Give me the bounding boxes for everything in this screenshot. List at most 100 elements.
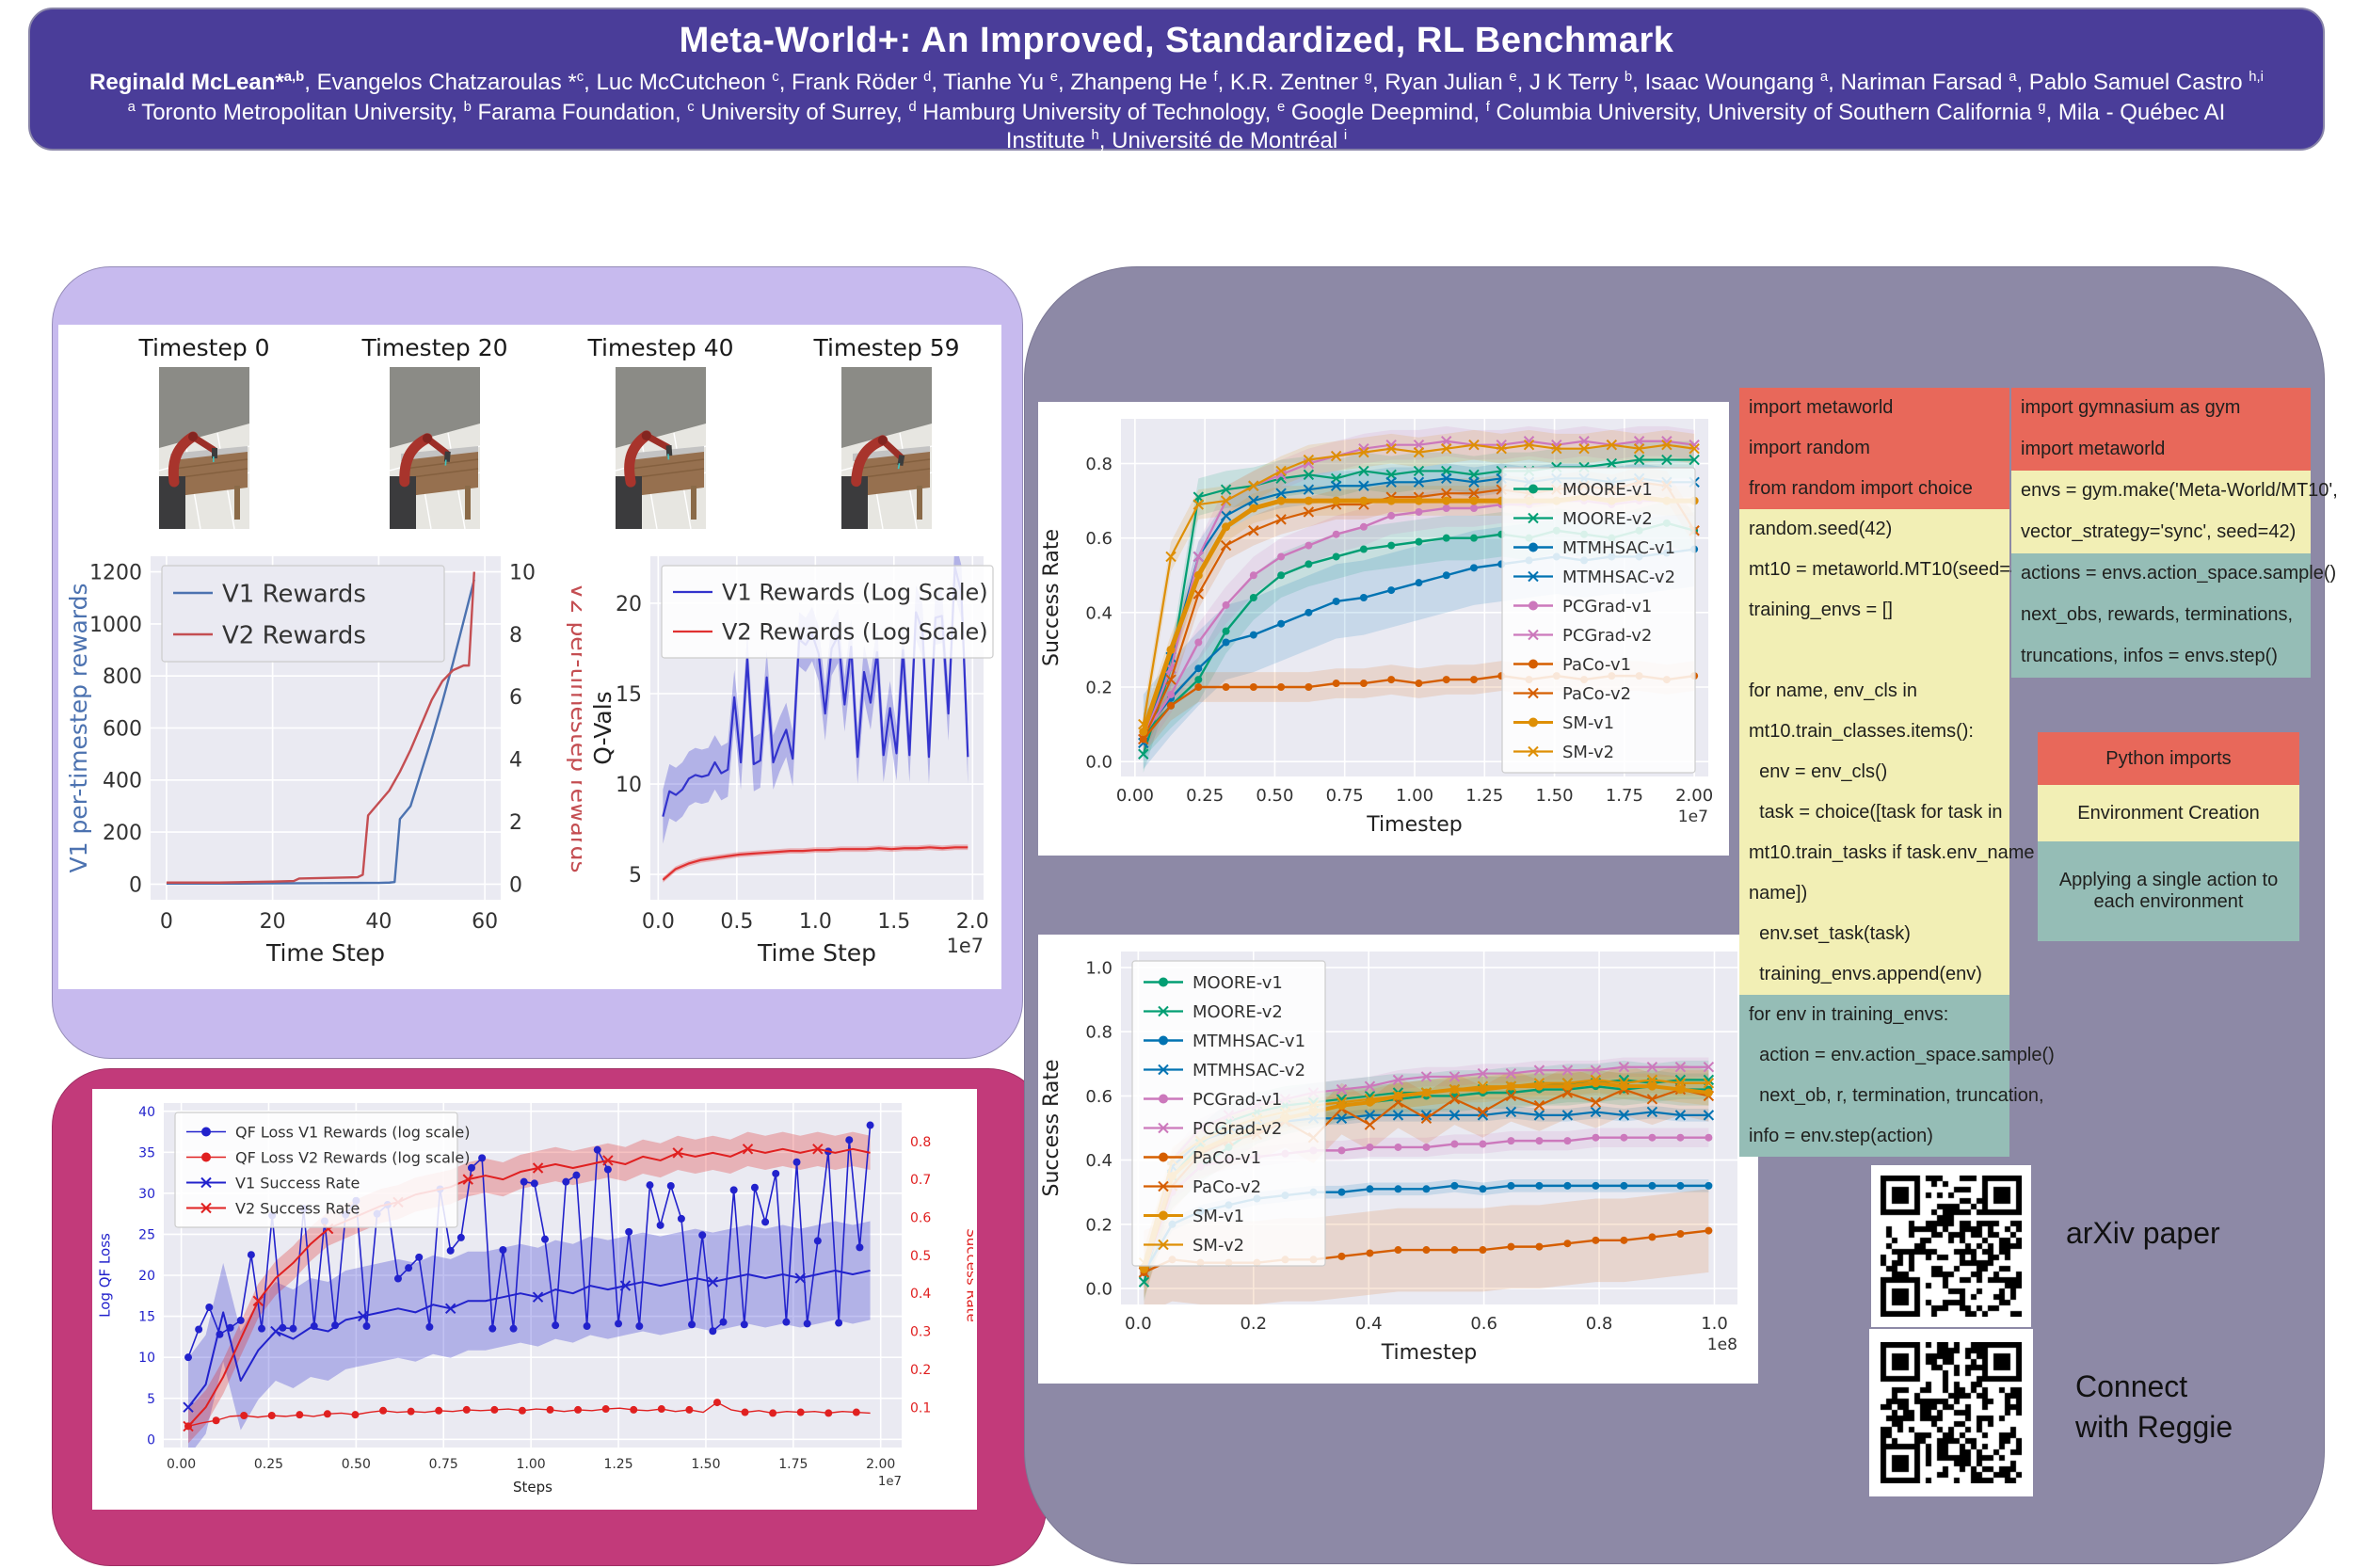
author-text: , J K Terry (1516, 70, 1625, 95)
svg-text:0.0: 0.0 (1085, 1279, 1112, 1299)
affiliations-line: a Toronto Metropolitan University, b Far… (87, 99, 2266, 155)
svg-text:MTMHSAC-v2: MTMHSAC-v2 (1193, 1061, 1305, 1080)
svg-text:200: 200 (103, 822, 142, 845)
code-column-single-env: import metaworld import random from random… (1739, 388, 2061, 1157)
svg-text:15: 15 (616, 683, 642, 707)
svg-text:1e8: 1e8 (1707, 1336, 1737, 1354)
svg-text:V2 Rewards (Log Scale): V2 Rewards (Log Scale) (722, 619, 988, 646)
svg-text:8: 8 (509, 624, 522, 648)
svg-text:1e7: 1e7 (1678, 808, 1708, 826)
svg-text:30: 30 (138, 1187, 155, 1202)
svg-text:0.2: 0.2 (1240, 1314, 1267, 1334)
header: Meta-World+: An Improved, Standardized, … (28, 8, 2325, 153)
code-section: for env in training_envs: action = env.a… (1739, 995, 2055, 1157)
author-text: , Nariman Farsad (1828, 70, 2009, 95)
svg-text:PaCo-v1: PaCo-v1 (1562, 655, 1631, 675)
svg-text:MOORE-v1: MOORE-v1 (1562, 480, 1653, 500)
svg-text:SM-v1: SM-v1 (1193, 1207, 1244, 1226)
qr-pattern (1881, 1342, 2022, 1483)
code-section: import metaworld import random from random… (1739, 388, 2009, 509)
svg-text:V2 per-timestep rewards: V2 per-timestep rewards (566, 583, 582, 872)
author-text: Farama Foundation, (471, 100, 688, 125)
svg-text:Time Step: Time Step (265, 939, 385, 967)
author-text: , Mila - Québec AI Institute (1005, 100, 2226, 153)
svg-text:PCGrad-v2: PCGrad-v2 (1562, 626, 1652, 646)
svg-text:V1 Success Rate: V1 Success Rate (235, 1174, 360, 1192)
svg-text:V1 Rewards: V1 Rewards (222, 580, 366, 608)
svg-text:10: 10 (509, 562, 536, 585)
svg-text:MOORE-v2: MOORE-v2 (1562, 509, 1653, 529)
svg-text:MOORE-v1: MOORE-v1 (1193, 973, 1283, 993)
code-line: truncations, infos = envs.step() (2021, 646, 2278, 666)
code-column-vector-env: import gymnasium as gym import metaworld e… (2011, 388, 2338, 678)
svg-text:MTMHSAC-v2: MTMHSAC-v2 (1562, 568, 1675, 587)
svg-text:1e7: 1e7 (947, 935, 984, 957)
author-text: Google Deepmind, (1285, 100, 1486, 125)
code-line (1739, 631, 2009, 671)
svg-text:QF Loss V1 Rewards (log scale): QF Loss V1 Rewards (log scale) (235, 1123, 470, 1141)
svg-text:1.0: 1.0 (1085, 959, 1112, 979)
svg-text:0: 0 (160, 910, 173, 934)
svg-text:1.50: 1.50 (1536, 786, 1574, 806)
timestep-label: Timestep 20 (361, 334, 508, 361)
svg-text:PaCo-v1: PaCo-v1 (1193, 1148, 1261, 1168)
author-text: Toronto Metropolitan University, (135, 100, 464, 125)
author-text: , Evangelos Chatzaroulas * (304, 70, 577, 95)
svg-text:0.8: 0.8 (910, 1135, 931, 1150)
svg-text:0.0: 0.0 (1125, 1314, 1152, 1334)
connect-label-line1: Connect (2075, 1369, 2188, 1403)
svg-text:0: 0 (509, 873, 522, 897)
author-superscript: g (2038, 100, 2046, 115)
svg-text:1e7: 1e7 (878, 1475, 902, 1489)
code-section: random.seed(42) mt10 = metaworld.MT10(see… (1739, 509, 2061, 995)
author-text: , Pablo Samuel Castro (2016, 70, 2249, 95)
code-line: import metaworld (1749, 397, 1894, 418)
svg-text:0.50: 0.50 (1256, 786, 1293, 806)
svg-text:6: 6 (509, 686, 522, 710)
svg-text:1.50: 1.50 (691, 1457, 720, 1472)
author-superscript: h,i (2249, 70, 2264, 85)
svg-text:1.25: 1.25 (603, 1457, 632, 1472)
author-text: , Luc McCutcheon (584, 70, 773, 95)
author-superscript: h (1091, 128, 1099, 143)
code-line: actions = envs.action_space.sample() (2021, 563, 2337, 584)
qr-connect-code (1869, 1329, 2033, 1496)
author-superscript: g (1364, 70, 1372, 85)
svg-text:SM-v1: SM-v1 (1562, 713, 1614, 733)
authors-line: Reginald McLean*a,b, Evangelos Chatzarou… (68, 69, 2285, 97)
robot-image (615, 367, 707, 530)
svg-text:4: 4 (509, 749, 522, 773)
timestep-label: Timestep 40 (587, 334, 734, 361)
svg-text:0.75: 0.75 (1326, 786, 1364, 806)
svg-text:10: 10 (616, 774, 642, 797)
svg-text:0.0: 0.0 (1085, 753, 1112, 773)
svg-text:0.6: 0.6 (1470, 1314, 1497, 1334)
qr-pattern (1881, 1176, 2022, 1317)
svg-text:Timestep: Timestep (1366, 813, 1462, 837)
svg-text:QF Loss V2 Rewards (log scale): QF Loss V2 Rewards (log scale) (235, 1148, 470, 1166)
code-line: from random import choice (1749, 478, 1973, 499)
svg-text:2.0: 2.0 (956, 910, 989, 934)
rewards-chart: 0 20 40 600200400600800100012000246810Time … (65, 556, 582, 967)
svg-text:0.8: 0.8 (1586, 1314, 1613, 1334)
svg-text:5: 5 (147, 1392, 155, 1407)
timestep-figure: Timestep 59 (811, 334, 962, 534)
author-text: , Frank Röder (778, 70, 924, 95)
author-superscript: e (1049, 70, 1058, 85)
author-superscript: d (908, 100, 917, 115)
svg-text:2.00: 2.00 (866, 1457, 895, 1472)
svg-text:0.2: 0.2 (910, 1363, 931, 1378)
robot-image (389, 367, 481, 530)
code-section: import gymnasium as gym import metaworld (2011, 388, 2311, 471)
svg-text:1200: 1200 (89, 562, 142, 585)
svg-text:V2 Success Rate: V2 Success Rate (235, 1199, 360, 1217)
code-line: env = env_cls() (1749, 761, 1888, 782)
author-superscript: f (1485, 100, 1490, 115)
code-key-item: Environment Creation (2038, 785, 2299, 841)
svg-text:1.0: 1.0 (799, 910, 832, 934)
svg-text:1.75: 1.75 (778, 1457, 808, 1472)
code-line: next_obs, rewards, terminations, (2021, 604, 2294, 625)
svg-text:PCGrad-v1: PCGrad-v1 (1562, 597, 1652, 616)
